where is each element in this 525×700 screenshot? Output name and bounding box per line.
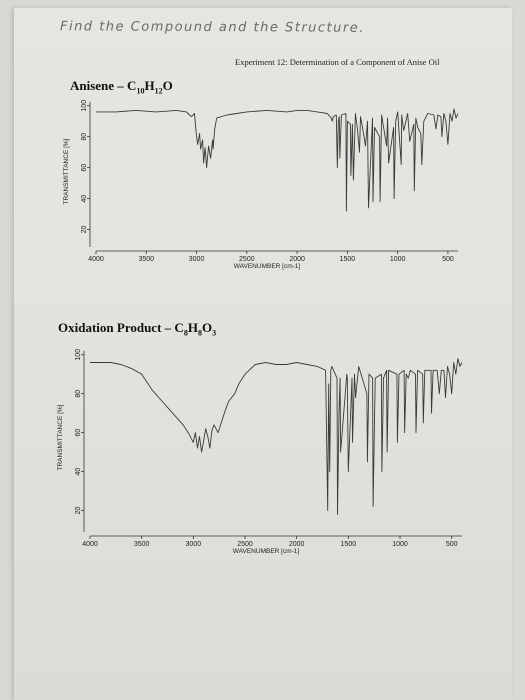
title-name: Anisene – C — [70, 78, 137, 93]
title-h: H — [187, 320, 198, 335]
x-tick-label: 500 — [446, 541, 458, 548]
title-sub: 3 — [212, 328, 217, 338]
y-tick-label: 80 — [81, 133, 88, 141]
x-axis-label: WAVENUMBER [cm-1] — [234, 263, 301, 270]
title-h: H — [144, 78, 155, 93]
y-axis-label: TRANSMITTANCE [%] — [63, 138, 70, 204]
x-tick-label: 4000 — [88, 256, 104, 263]
title-name: Oxidation Product – C — [58, 320, 184, 335]
title-sub: 12 — [154, 86, 163, 96]
x-tick-label: 2500 — [239, 256, 255, 263]
x-tick-label: 1500 — [340, 256, 356, 263]
y-tick-label: 60 — [81, 164, 88, 172]
x-tick-label: 2000 — [289, 541, 305, 548]
y-tick-label: 40 — [81, 195, 88, 203]
x-tick-label: 1500 — [341, 541, 357, 548]
x-tick-label: 1000 — [392, 541, 408, 548]
title-o: O — [201, 320, 213, 335]
y-tick-label: 40 — [75, 468, 82, 476]
y-tick-label: 100 — [81, 100, 88, 112]
ir-spectrum-anisene: 20 40 60 80 100 4000 3500 3000 2500 2000 1500 1000 5… — [63, 100, 459, 270]
x-tick-label: 3500 — [134, 541, 150, 548]
x-tick-label: 2000 — [289, 256, 305, 263]
x-tick-label: 3000 — [189, 256, 205, 263]
title-o: O — [162, 78, 173, 93]
chart-title-anisene: Anisene – C10H12O — [70, 78, 173, 96]
y-tick-label: 100 — [75, 349, 82, 361]
title-sub: 8 — [183, 328, 188, 338]
x-tick-label: 2500 — [237, 541, 253, 548]
x-tick-label: 1000 — [390, 256, 406, 263]
title-sub: 10 — [136, 86, 145, 96]
spectrum-series-line — [96, 108, 459, 212]
x-tick-label: 3500 — [138, 256, 154, 263]
x-tick-label: 4000 — [82, 541, 98, 548]
y-tick-label: 20 — [81, 226, 88, 234]
y-tick-label: 60 — [75, 429, 82, 437]
y-tick-label: 20 — [75, 507, 82, 515]
y-axis-label: TRANSMITTANCE [%] — [57, 404, 64, 470]
title-sub: 8 — [197, 328, 202, 338]
ir-spectrum-oxidation-product: 20 40 60 80 100 4000 3500 3000 2500 2000 1500 1000 5… — [57, 349, 463, 555]
x-tick-label: 500 — [442, 256, 454, 263]
paper-sheet — [14, 8, 512, 700]
x-tick-label: 3000 — [186, 541, 202, 548]
chart-title-oxidation-product: Oxidation Product – C8H8O3 — [58, 320, 216, 338]
experiment-title: Experiment 12: Determination of a Compon… — [235, 57, 440, 67]
x-axis-label: WAVENUMBER [cm-1] — [233, 548, 300, 555]
spectrum-series-line — [90, 358, 463, 515]
y-tick-label: 80 — [75, 390, 82, 398]
